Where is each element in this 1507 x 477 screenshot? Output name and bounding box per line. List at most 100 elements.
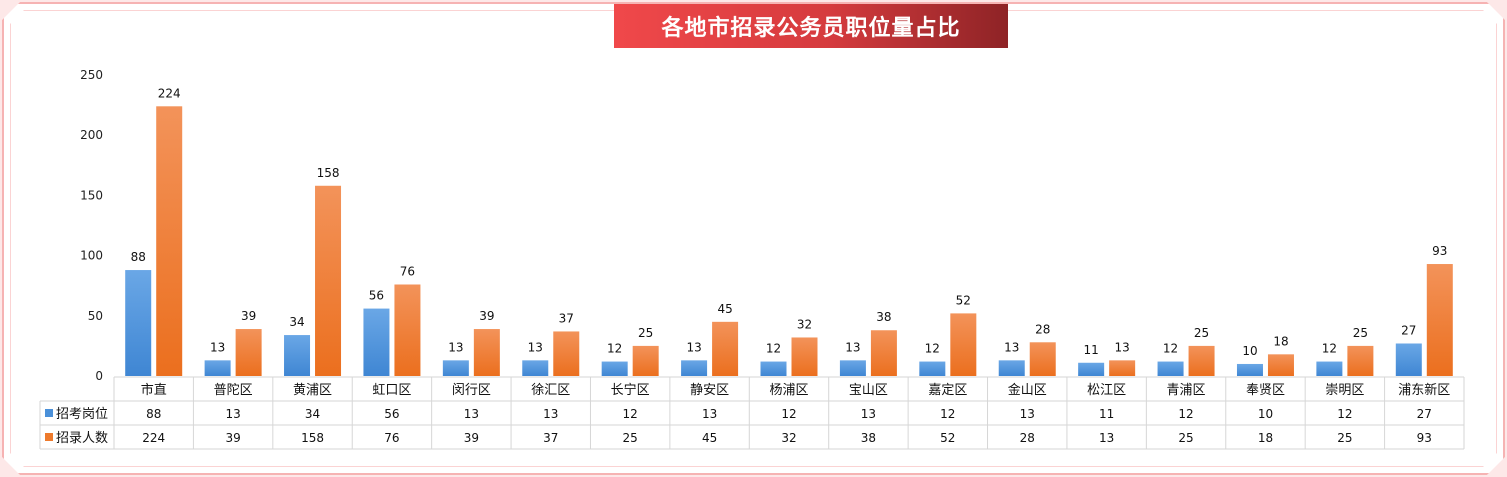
table-cell-value: 12 [1178, 407, 1193, 421]
table-cell-value: 37 [543, 431, 558, 445]
data-label: 13 [686, 340, 701, 354]
x-category-label: 杨浦区 [769, 383, 808, 398]
data-label: 12 [1163, 342, 1178, 356]
data-label: 25 [1353, 326, 1368, 340]
x-category-label: 青浦区 [1167, 383, 1206, 398]
table-cell-value: 34 [305, 407, 320, 421]
bar-positions [1236, 363, 1263, 376]
y-tick-label: 250 [80, 68, 103, 82]
table-cell-value: 13 [1020, 407, 1035, 421]
data-label: 27 [1401, 323, 1416, 337]
bar-hires [235, 329, 262, 376]
table-cell-value: 11 [1099, 407, 1114, 421]
x-category-label: 黄浦区 [293, 383, 332, 398]
bar-hires [315, 185, 342, 376]
bar-positions [442, 360, 469, 376]
data-label: 18 [1273, 334, 1288, 348]
bar-positions [363, 308, 390, 376]
table-cell-value: 25 [1337, 431, 1352, 445]
x-category-label: 松江区 [1087, 383, 1126, 398]
data-label: 25 [1194, 326, 1209, 340]
table-cell-value: 13 [225, 407, 240, 421]
y-tick-label: 50 [88, 309, 103, 323]
x-category-label: 闵行区 [452, 383, 491, 398]
data-label: 28 [1035, 322, 1050, 336]
data-label: 52 [956, 293, 971, 307]
table-cell-value: 32 [781, 431, 796, 445]
data-label: 88 [131, 250, 146, 264]
table-cell-value: 13 [464, 407, 479, 421]
bar-positions [204, 360, 231, 376]
bar-hires [1188, 345, 1215, 376]
x-category-label: 市直 [141, 382, 167, 398]
table-cell-value: 93 [1417, 431, 1432, 445]
bar-positions [681, 360, 708, 376]
data-label: 13 [448, 340, 463, 354]
data-label: 11 [1084, 343, 1099, 357]
bar-positions [1078, 362, 1105, 376]
table-cell-value: 158 [301, 431, 324, 445]
bar-positions [1316, 361, 1343, 376]
data-label: 12 [766, 342, 781, 356]
bar-positions [1395, 343, 1422, 376]
legend-label: 招录人数 [56, 431, 108, 446]
table-cell-value: 12 [1337, 407, 1352, 421]
data-label: 25 [638, 326, 653, 340]
bar-positions [125, 270, 152, 376]
bar-hires [394, 284, 421, 376]
x-category-label: 嘉定区 [928, 383, 967, 398]
bar-positions [919, 361, 946, 376]
bar-positions [1157, 361, 1184, 376]
table-cell-value: 76 [384, 431, 399, 445]
table-cell-value: 25 [623, 431, 638, 445]
data-label: 39 [479, 309, 494, 323]
y-tick-label: 0 [95, 369, 103, 383]
bar-hires [950, 313, 977, 376]
data-label: 13 [1115, 340, 1130, 354]
data-label: 37 [559, 311, 574, 325]
table-cell-value: 25 [1178, 431, 1193, 445]
x-category-label: 浦东新区 [1398, 382, 1450, 398]
y-axis: 0 50 100 150 200 250 [80, 68, 103, 383]
table-cell-value: 13 [702, 407, 717, 421]
bar-hires [870, 330, 897, 376]
x-category-label: 长宁区 [611, 382, 650, 398]
bar-hires [791, 337, 818, 376]
data-label: 13 [845, 340, 860, 354]
data-label: 13 [1004, 340, 1019, 354]
data-label: 39 [241, 309, 256, 323]
bar-positions [998, 360, 1025, 376]
bar-hires [1029, 342, 1056, 376]
table-cell-value: 12 [623, 407, 638, 421]
table-cell-value: 52 [940, 431, 955, 445]
table-cell-value: 13 [1099, 431, 1114, 445]
table-cell-value: 39 [464, 431, 479, 445]
x-category-label: 金山区 [1008, 382, 1047, 398]
bar-positions [839, 360, 866, 376]
chart-title: 各地市招录公务员职位量占比 [614, 4, 1008, 48]
bar-positions [760, 361, 787, 376]
bar-positions [601, 361, 628, 376]
bar-hires [1109, 360, 1136, 376]
table-cell-value: 45 [702, 431, 717, 445]
x-category-label: 奉贤区 [1246, 383, 1285, 398]
data-label: 93 [1432, 244, 1447, 258]
table-cell-value: 10 [1258, 407, 1273, 421]
data-label: 45 [717, 302, 732, 316]
x-category-label: 徐汇区 [531, 383, 570, 398]
data-label: 38 [876, 310, 891, 324]
data-label: 10 [1242, 344, 1257, 358]
legend-swatch [45, 433, 53, 441]
data-label: 12 [925, 342, 940, 356]
data-label: 32 [797, 317, 812, 331]
x-category-label: 普陀区 [214, 382, 253, 398]
data-label: 13 [528, 340, 543, 354]
data-table: 市直 普陀区 黄浦区 虹口区 闵行区 徐汇区 长宁区 静安区 杨浦区 宝山区 嘉定区 金山区 松江区 青浦… [39, 376, 1465, 450]
table-cell-value: 28 [1020, 431, 1035, 445]
table-cell-value: 18 [1258, 431, 1273, 445]
data-label: 158 [317, 166, 340, 180]
data-label: 13 [210, 340, 225, 354]
table-cell-value: 12 [781, 407, 796, 421]
x-category-label: 宝山区 [849, 383, 888, 398]
